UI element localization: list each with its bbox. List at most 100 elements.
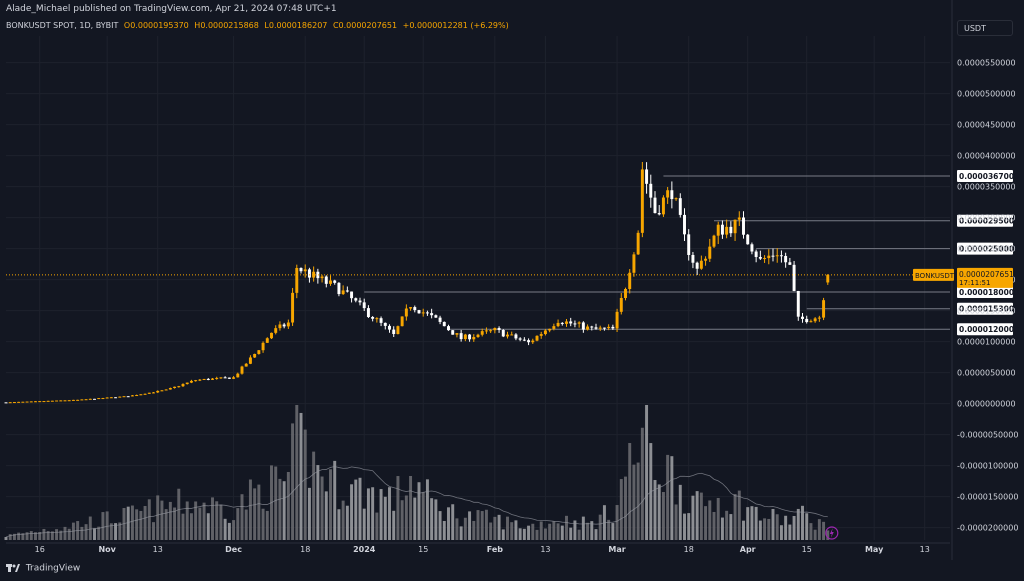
volume-bar: [29, 531, 33, 540]
legend-change: +0.0000012281 (+6.29%): [402, 21, 509, 30]
level-label: 0.0000367000: [959, 172, 1019, 181]
candle-body: [476, 334, 480, 338]
candle-body: [270, 332, 273, 339]
volume-bar: [232, 520, 236, 540]
candle-body: [21, 401, 25, 403]
candle-body: [548, 328, 552, 331]
volume-bar: [510, 522, 514, 540]
volume-bar: [472, 520, 476, 540]
candle-body: [750, 244, 754, 252]
candle-body: [822, 300, 826, 318]
candle-body: [577, 322, 581, 324]
y-tick-label: 0.0000050000: [957, 369, 1016, 378]
candle-body: [371, 317, 375, 319]
volume-bar: [316, 465, 320, 540]
volume-bar: [746, 507, 750, 540]
candle-body: [101, 398, 105, 400]
x-tick-label: Feb: [487, 545, 504, 554]
volume-bar: [813, 529, 817, 540]
volume-bar: [17, 532, 21, 540]
candle-body: [784, 255, 788, 263]
volume-bar: [729, 514, 733, 540]
volume-bar: [645, 405, 649, 540]
volume-bar: [674, 504, 678, 540]
y-tick-label: 0.0000150000: [957, 307, 1016, 316]
x-tick-label: 16: [35, 545, 45, 554]
y-tick-label: 0.0000400000: [957, 152, 1016, 161]
x-tick-label: Dec: [225, 545, 242, 554]
candle-body: [527, 340, 531, 343]
candle-body: [729, 226, 733, 234]
candle-body: [173, 386, 177, 389]
candle-body: [565, 321, 568, 324]
level-label: 0.0000120000: [959, 325, 1019, 334]
volume-bar: [375, 512, 379, 540]
candle-body: [649, 183, 653, 198]
level-label-box: [957, 302, 1013, 315]
price-axis[interactable]: 0.0000550000 0.0000500000 0.0000450000 0.00…: [957, 59, 1018, 533]
candle-body: [506, 334, 509, 337]
volume-bar: [105, 511, 109, 540]
volume-bar: [219, 504, 223, 540]
candle-body: [29, 401, 33, 403]
candle-body: [25, 401, 29, 403]
candle-body: [274, 328, 278, 333]
candle-body: [130, 395, 134, 397]
volume-bar: [758, 520, 762, 540]
candle-body: [257, 350, 261, 354]
candle-body: [531, 340, 535, 343]
candle-body: [341, 290, 345, 295]
volume-bar: [42, 528, 46, 540]
candle-body: [763, 258, 767, 260]
volume-bar: [489, 522, 493, 540]
volume-bar: [25, 532, 29, 540]
candle-body: [611, 326, 615, 329]
candle-body: [607, 326, 611, 328]
candle-body: [594, 327, 598, 329]
volume-bar: [822, 521, 826, 540]
chart-grid: [6, 0, 953, 560]
volume-bar: [46, 531, 50, 540]
y-tick-label: -0.0000100000: [957, 462, 1018, 471]
x-tick-label: May: [865, 545, 884, 554]
x-tick-label: 2024: [353, 545, 376, 554]
candle-body: [602, 327, 606, 329]
candle-body: [535, 335, 539, 341]
candle-body: [379, 318, 383, 323]
volume-bar: [63, 526, 67, 540]
candle-body: [556, 322, 560, 327]
level-label: 0.0000250000: [959, 245, 1019, 254]
volume-bar: [506, 516, 509, 540]
volume-bar: [109, 523, 113, 540]
candle-body: [164, 389, 168, 391]
candle-body: [792, 264, 796, 291]
candle-body: [114, 397, 118, 399]
candle-body: [758, 257, 762, 259]
volume-bar: [383, 496, 387, 540]
candle-body: [291, 292, 295, 323]
volume-bar: [388, 487, 391, 540]
volume-bar: [265, 510, 269, 540]
candle-body: [278, 324, 282, 329]
volume-bar: [518, 528, 522, 540]
y-tick-label: 0.0000500000: [957, 90, 1016, 99]
candle-body: [126, 396, 130, 398]
volume-bar: [333, 460, 337, 540]
volume-bar: [139, 510, 143, 540]
volume-bar: [177, 488, 181, 540]
legend-close: C0.0000207651: [332, 21, 398, 30]
volume-bar: [345, 505, 349, 540]
candle-body: [708, 246, 712, 259]
candle-body: [265, 338, 269, 343]
candle-body: [324, 276, 328, 284]
time-axis[interactable]: 16 Nov 13 Dec 18 2024 15 Feb 13 Mar 18 Apr 15 May 13: [35, 545, 930, 554]
y-tick-label: 0.0000000000: [957, 400, 1016, 409]
volume-bar: [286, 471, 290, 540]
candle-body: [303, 269, 307, 272]
volume-bar: [468, 511, 472, 540]
currency-button[interactable]: USDT: [957, 20, 1013, 36]
volume-bar: [543, 528, 547, 540]
candle-body: [813, 318, 817, 322]
candle-body: [181, 384, 185, 387]
